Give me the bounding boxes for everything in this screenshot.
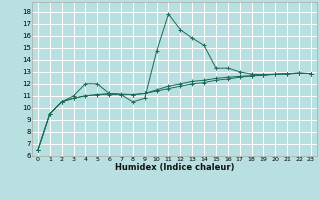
X-axis label: Humidex (Indice chaleur): Humidex (Indice chaleur): [115, 163, 234, 172]
